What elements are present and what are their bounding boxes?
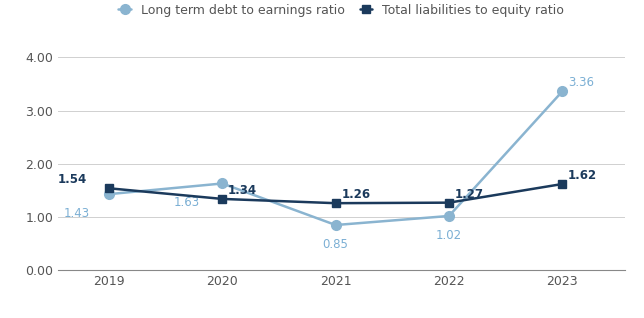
- Text: 1.43: 1.43: [63, 207, 90, 220]
- Text: 1.02: 1.02: [436, 229, 462, 242]
- Total liabilities to equity ratio: [105, 186, 113, 190]
- Line: Long term debt to earnings ratio: Long term debt to earnings ratio: [104, 86, 567, 230]
- Text: 0.85: 0.85: [323, 238, 348, 251]
- Long term debt to earnings ratio: [218, 182, 226, 185]
- Text: 1.27: 1.27: [455, 188, 484, 201]
- Long term debt to earnings ratio: [105, 192, 113, 196]
- Total liabilities to equity ratio: [332, 201, 339, 205]
- Line: Total liabilities to equity ratio: Total liabilities to equity ratio: [105, 180, 566, 207]
- Legend: Long term debt to earnings ratio, Total liabilities to equity ratio: Long term debt to earnings ratio, Total …: [118, 4, 564, 17]
- Total liabilities to equity ratio: [558, 182, 566, 186]
- Long term debt to earnings ratio: [558, 89, 566, 93]
- Text: 1.63: 1.63: [174, 197, 200, 210]
- Total liabilities to equity ratio: [218, 197, 226, 201]
- Long term debt to earnings ratio: [445, 214, 453, 218]
- Total liabilities to equity ratio: [445, 201, 453, 204]
- Text: 1.54: 1.54: [57, 173, 87, 186]
- Text: 1.62: 1.62: [568, 169, 597, 182]
- Long term debt to earnings ratio: [332, 223, 339, 227]
- Text: 3.36: 3.36: [568, 77, 594, 89]
- Text: 1.34: 1.34: [228, 184, 257, 197]
- Text: 1.26: 1.26: [341, 188, 370, 201]
